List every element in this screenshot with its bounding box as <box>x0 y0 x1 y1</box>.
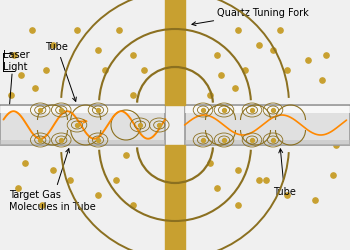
Text: Laser
Light: Laser Light <box>4 50 30 72</box>
Bar <box>165 145 185 250</box>
Bar <box>165 0 185 105</box>
Bar <box>0 140 165 145</box>
Bar <box>185 105 350 145</box>
Text: Tube: Tube <box>273 149 296 197</box>
Bar <box>185 140 350 145</box>
Bar <box>0 105 165 145</box>
Text: Tube: Tube <box>46 42 76 101</box>
Bar <box>185 106 350 112</box>
Text: Quartz Tuning Fork: Quartz Tuning Fork <box>192 8 309 26</box>
Text: Target Gas
Molecules in Tube: Target Gas Molecules in Tube <box>9 149 96 212</box>
Bar <box>0 106 165 112</box>
